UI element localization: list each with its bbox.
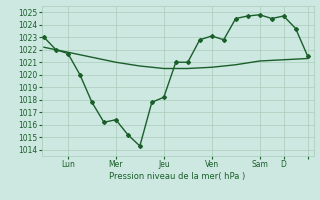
X-axis label: Pression niveau de la mer( hPa ): Pression niveau de la mer( hPa ) [109, 172, 246, 181]
